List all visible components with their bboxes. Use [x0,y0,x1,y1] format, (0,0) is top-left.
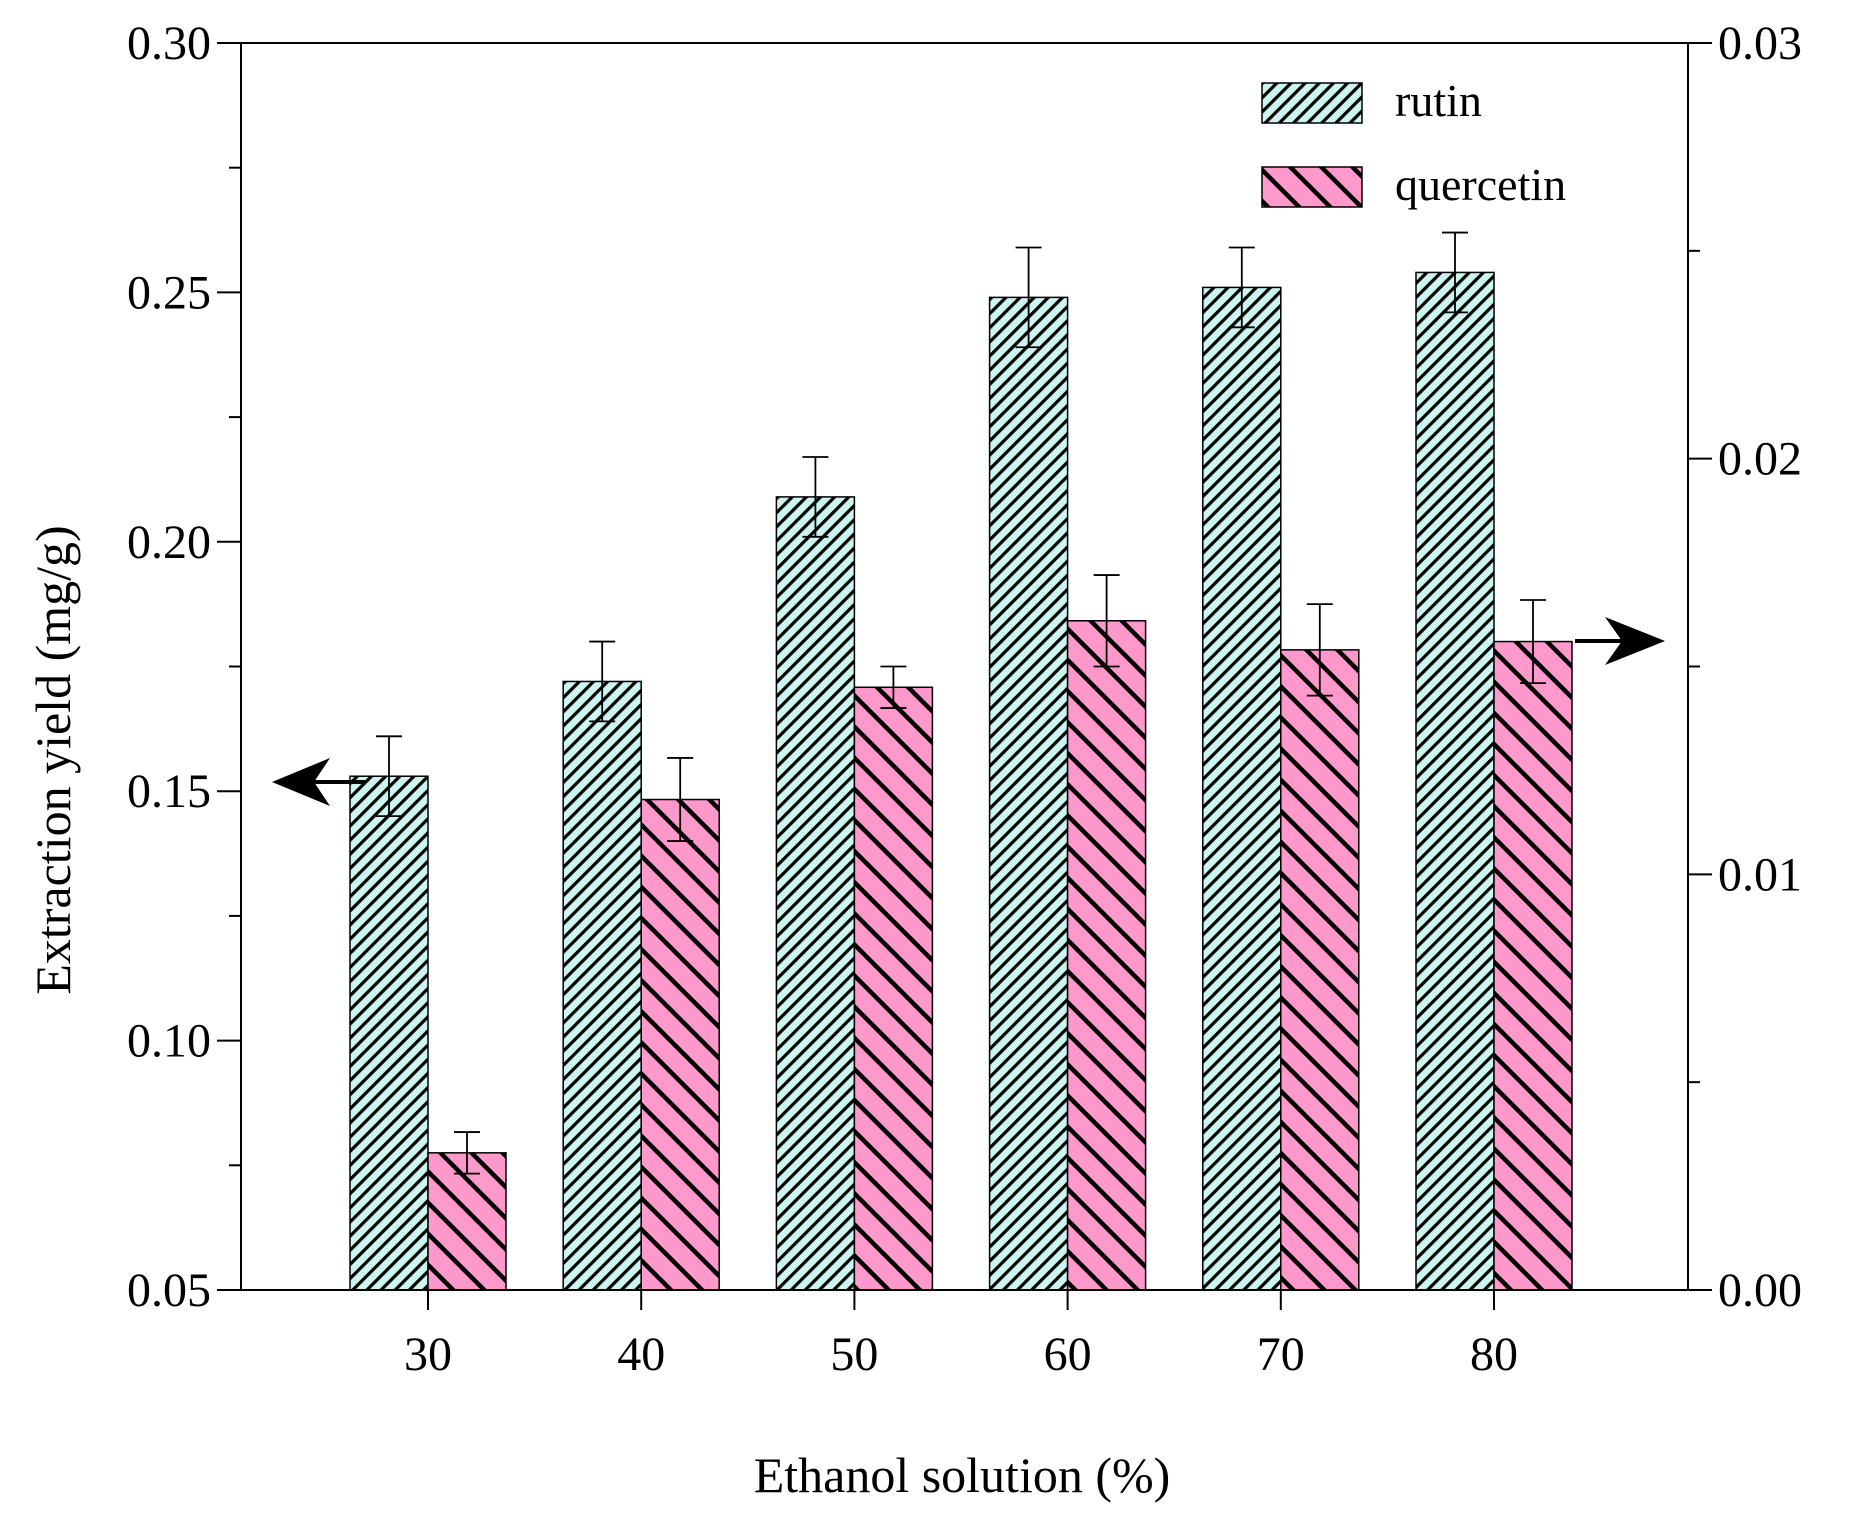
x-tick-label: 30 [404,1328,452,1381]
x-tick-label: 60 [1044,1328,1092,1381]
error-bar-rutin-80 [1442,231,1468,314]
error-bar-quercetin-30 [454,1131,480,1175]
axes [217,42,1712,1310]
error-bar-quercetin-60 [1093,574,1120,668]
legend-label-quercetin: quercetin [1395,159,1566,210]
right-tick-label: 0.03 [1718,17,1802,70]
x-tick-label: 80 [1470,1328,1518,1381]
error-bar-quercetin-80 [1520,599,1546,685]
bar-rutin-60 [988,296,1069,1291]
left-tick-label: 0.30 [127,17,211,70]
tick-labels: 0.05 0.10 0.15 0.20 0.25 0.30 0.00 0.01 0.02 0.03… [127,17,1802,1381]
bar-rutin-50 [775,496,856,1291]
arrow-right-icon [1605,617,1665,665]
legend-label-rutin: rutin [1395,75,1482,126]
right-tick-label: 0.00 [1718,1264,1802,1317]
legend: rutin quercetin [1261,75,1566,210]
bar-quercetin-70 [1280,649,1360,1291]
bar-quercetin-30 [427,1152,507,1291]
left-tick-label: 0.20 [127,516,211,569]
bar-rutin-70 [1202,286,1282,1291]
left-tick-label: 0.10 [127,1015,211,1068]
right-tick-label: 0.02 [1718,433,1802,486]
left-tick-label: 0.15 [127,765,211,818]
bar-rutin-40 [562,680,642,1291]
legend-swatch-quercetin [1261,166,1363,208]
y-axis-label: Extraction yield (mg/g) [25,525,81,994]
left-tick-label: 0.25 [127,266,211,319]
error-bars [376,231,1546,1175]
legend-swatch-rutin [1261,82,1363,124]
error-bar-rutin-30 [376,735,402,818]
x-tick-label: 70 [1257,1328,1305,1381]
arrow-right-annotation [1575,617,1665,665]
bars [349,271,1573,1291]
x-tick-label: 50 [830,1328,878,1381]
error-bar-rutin-70 [1228,246,1255,329]
error-bar-quercetin-70 [1306,603,1333,697]
x-axis-label: Ethanol solution (%) [754,1447,1171,1503]
arrow-left-icon [272,758,330,806]
bar-rutin-80 [1415,271,1495,1291]
bar-quercetin-80 [1493,640,1573,1291]
error-bar-rutin-60 [1015,246,1042,349]
bar-quercetin-50 [853,686,934,1291]
x-tick-label: 40 [617,1328,665,1381]
arrow-left-annotation [272,758,365,806]
error-bar-rutin-50 [802,456,829,538]
left-tick-label: 0.05 [127,1264,211,1317]
bar-rutin-30 [349,775,429,1291]
error-bar-rutin-40 [589,640,616,723]
right-tick-label: 0.01 [1718,848,1802,901]
error-bar-quercetin-50 [880,665,907,709]
bar-quercetin-60 [1066,620,1147,1291]
bar-quercetin-40 [640,798,720,1291]
error-bar-quercetin-40 [667,757,694,842]
